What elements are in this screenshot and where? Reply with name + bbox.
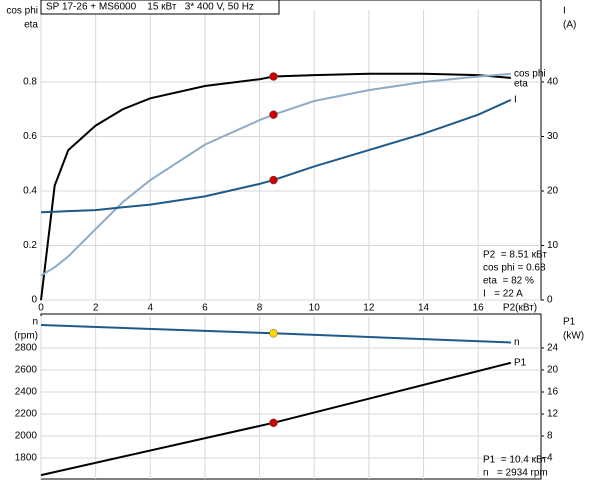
y2-tick-label: 10 xyxy=(547,240,559,251)
y2-tick-label: 30 xyxy=(547,131,559,142)
y2-tick-label: 20 xyxy=(547,186,559,197)
series-label: cos phi xyxy=(514,68,546,79)
y2-tick-label: 12 xyxy=(547,409,559,420)
y2-tick-label: 8 xyxy=(547,431,553,442)
plot-frame xyxy=(40,313,542,480)
y2-axis-label: I xyxy=(563,6,566,17)
x-tick-label: 4 xyxy=(148,303,154,314)
y-tick-label: 0 xyxy=(31,295,37,306)
x-axis-label: P2(кВт) xyxy=(503,303,537,314)
series-line xyxy=(40,98,512,214)
y-tick-label: 2800 xyxy=(15,343,38,354)
info-text: cos phi = 0.68 xyxy=(483,263,546,274)
info-text: I = 22 A xyxy=(483,289,523,300)
series-label: I xyxy=(514,95,517,106)
y-tick-label: 2000 xyxy=(15,431,38,442)
x-tick-label: 12 xyxy=(363,303,375,314)
y-axis-label: eta xyxy=(24,20,38,31)
y-tick-label: 1800 xyxy=(15,453,38,464)
y-tick-label: 0.6 xyxy=(23,131,37,142)
y-tick-label: 2200 xyxy=(15,409,38,420)
x-tick-label: 6 xyxy=(202,303,208,314)
y2-tick-label: 40 xyxy=(547,77,559,88)
y2-axis-label: (A) xyxy=(563,20,576,31)
series-label: P1 xyxy=(514,357,527,368)
y2-tick-label: 16 xyxy=(547,387,559,398)
y-tick-label: 2400 xyxy=(15,387,38,398)
y-tick-label: 0.2 xyxy=(23,240,37,251)
x-tick-label: 8 xyxy=(257,303,263,314)
series-line xyxy=(40,72,511,301)
operating-point xyxy=(269,175,278,185)
x-tick-label: 14 xyxy=(418,303,430,314)
x-tick-label: 10 xyxy=(309,303,321,314)
y2-axis-label: (kW) xyxy=(563,331,584,342)
y2-tick-label: 24 xyxy=(547,343,559,354)
info-text: P1 = 10.4 кВт xyxy=(483,455,547,466)
y-tick-label: 0.4 xyxy=(23,186,37,197)
info-text: eta = 82 % xyxy=(483,276,534,287)
operating-point xyxy=(269,110,278,119)
chart-title: SP 17-26 + MS6000 15 кВт 3* 400 V, 50 Hz xyxy=(46,2,254,13)
x-tick-label: 16 xyxy=(473,303,485,314)
series-label: n xyxy=(514,337,520,348)
series-line xyxy=(40,72,511,277)
series-label: eta xyxy=(514,79,528,90)
operating-point xyxy=(269,72,278,81)
operating-point xyxy=(269,418,278,428)
y2-tick-label: 0 xyxy=(547,295,553,306)
y-axis-label: n xyxy=(32,317,38,328)
y-tick-label: 0.8 xyxy=(23,77,37,88)
title-box xyxy=(40,0,280,15)
y-axis-label: cos phi xyxy=(6,6,38,17)
y2-axis-label: P1 xyxy=(563,317,576,328)
info-text: n = 2934 rpm xyxy=(483,468,548,479)
plot-frame xyxy=(40,0,542,301)
y-axis-label: (rpm) xyxy=(14,331,38,342)
y2-tick-label: 20 xyxy=(547,365,559,376)
info-text: P2 = 8.51 кВт xyxy=(483,250,547,261)
y-tick-label: 2600 xyxy=(15,365,38,376)
y2-tick-label: 4 xyxy=(547,453,553,464)
operating-point xyxy=(269,329,278,338)
x-tick-label: 2 xyxy=(93,303,99,314)
x-tick-label: 0 xyxy=(38,303,44,314)
